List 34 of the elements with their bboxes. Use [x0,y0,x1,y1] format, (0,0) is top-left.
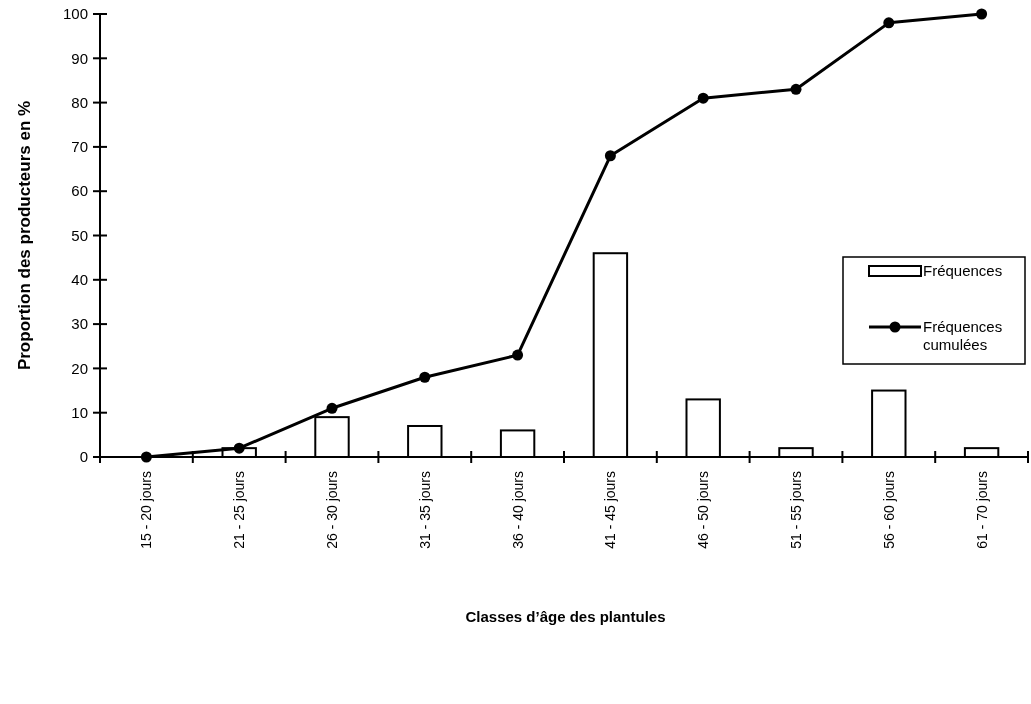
x-tick-label: 21 - 25 jours [231,471,248,549]
y-tick-label: 90 [71,49,88,67]
legend-label: Fréquences [923,262,1003,280]
x-tick-label: 41 - 45 jours [602,471,619,549]
y-tick-label: 20 [71,359,88,377]
point [604,150,616,162]
y-tick-label: 100 [62,5,88,23]
x-tick-label: 36 - 40 jours [509,471,526,549]
x-tick-label: 56 - 60 jours [880,471,897,549]
y-tick-label: 80 [71,93,88,111]
x-tick-label: 51 - 55 jours [787,471,804,549]
point [883,17,895,29]
point [233,442,245,454]
y-tick-label: 0 [79,448,88,466]
x-axis-title: Classes d’âge des plantules [465,608,666,625]
point [790,83,802,95]
point [976,8,988,20]
point [512,349,524,361]
point [326,402,338,414]
x-tick-label: 15 - 20 jours [138,471,155,549]
x-tick-label: 26 - 30 jours [323,471,340,549]
y-tick-label: 60 [71,182,88,200]
x-tick-label: 31 - 35 jours [416,471,433,549]
y-tick-label: 40 [71,271,88,289]
legend-label: Fréquences cumulées [923,318,1003,354]
point [419,371,431,383]
y-tick-label: 70 [71,138,88,156]
x-tick-label: 46 - 50 jours [695,471,712,549]
y-axis-title: Proportion des producteurs en % [15,100,34,371]
point [697,92,709,104]
y-tick-label: 30 [71,315,88,333]
y-tick-label: 10 [71,403,88,421]
x-tick-label: 61 - 70 jours [973,471,990,549]
y-tick-label: 50 [71,226,88,244]
